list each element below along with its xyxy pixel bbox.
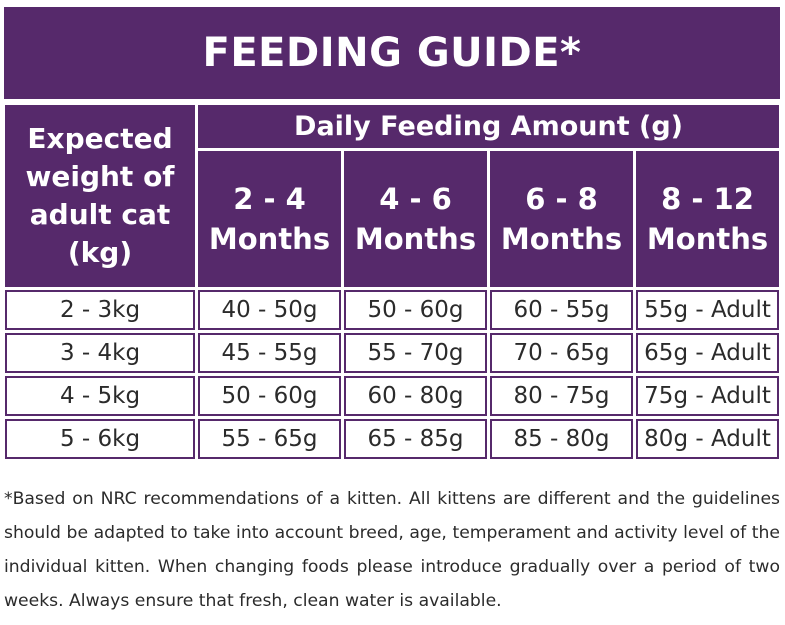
age-range: 8 - 12 bbox=[661, 182, 754, 217]
weight-header-line: weight of bbox=[25, 160, 175, 193]
amount-cell: 65 - 85g bbox=[344, 419, 487, 459]
guide-title: FEEDING GUIDE* bbox=[4, 7, 780, 99]
amount-cell: 55g - Adult bbox=[636, 290, 780, 330]
amount-cell: 55 - 70g bbox=[344, 333, 487, 373]
age-unit: Months bbox=[208, 222, 331, 257]
age-unit: Months bbox=[646, 222, 769, 257]
amount-cell: 80g - Adult bbox=[636, 419, 780, 459]
amount-cell: 60 - 80g bbox=[344, 376, 487, 416]
weight-cell: 2 - 3kg bbox=[5, 290, 195, 330]
amount-cell: 50 - 60g bbox=[344, 290, 487, 330]
feeding-guide: FEEDING GUIDE* Expected weight of adult … bbox=[4, 7, 780, 462]
table-row: 3 - 4kg 45 - 55g 55 - 70g 70 - 65g 65g -… bbox=[5, 333, 780, 373]
weight-header-line: adult cat bbox=[29, 198, 171, 231]
age-column-header: 2 - 4 Months bbox=[198, 151, 341, 287]
weight-column-header: Expected weight of adult cat (kg) bbox=[5, 105, 195, 287]
table-row: 2 - 3kg 40 - 50g 50 - 60g 60 - 55g 55g -… bbox=[5, 290, 780, 330]
amount-cell: 50 - 60g bbox=[198, 376, 341, 416]
age-range: 4 - 6 bbox=[379, 182, 452, 217]
amount-cell: 40 - 50g bbox=[198, 290, 341, 330]
weight-header-line: (kg) bbox=[67, 236, 133, 269]
amount-cell: 45 - 55g bbox=[198, 333, 341, 373]
amount-cell: 75g - Adult bbox=[636, 376, 780, 416]
age-column-header: 8 - 12 Months bbox=[636, 151, 780, 287]
daily-amount-header: Daily Feeding Amount (g) bbox=[198, 105, 780, 149]
weight-cell: 3 - 4kg bbox=[5, 333, 195, 373]
table-row: 5 - 6kg 55 - 65g 65 - 85g 85 - 80g 80g -… bbox=[5, 419, 780, 459]
amount-cell: 65g - Adult bbox=[636, 333, 780, 373]
amount-cell: 80 - 75g bbox=[490, 376, 633, 416]
weight-cell: 5 - 6kg bbox=[5, 419, 195, 459]
feeding-table: Expected weight of adult cat (kg) Daily … bbox=[2, 102, 782, 462]
title-divider bbox=[4, 99, 780, 102]
amount-cell: 55 - 65g bbox=[198, 419, 341, 459]
amount-cell: 60 - 55g bbox=[490, 290, 633, 330]
age-column-header: 6 - 8 Months bbox=[490, 151, 633, 287]
table-row: 4 - 5kg 50 - 60g 60 - 80g 80 - 75g 75g -… bbox=[5, 376, 780, 416]
amount-cell: 85 - 80g bbox=[490, 419, 633, 459]
age-range: 2 - 4 bbox=[233, 182, 306, 217]
age-unit: Months bbox=[500, 222, 623, 257]
weight-header-line: Expected bbox=[27, 122, 173, 155]
amount-cell: 70 - 65g bbox=[490, 333, 633, 373]
age-unit: Months bbox=[354, 222, 477, 257]
age-column-header: 4 - 6 Months bbox=[344, 151, 487, 287]
age-range: 6 - 8 bbox=[525, 182, 598, 217]
weight-cell: 4 - 5kg bbox=[5, 376, 195, 416]
footnote: *Based on NRC recommendations of a kitte… bbox=[4, 489, 780, 611]
